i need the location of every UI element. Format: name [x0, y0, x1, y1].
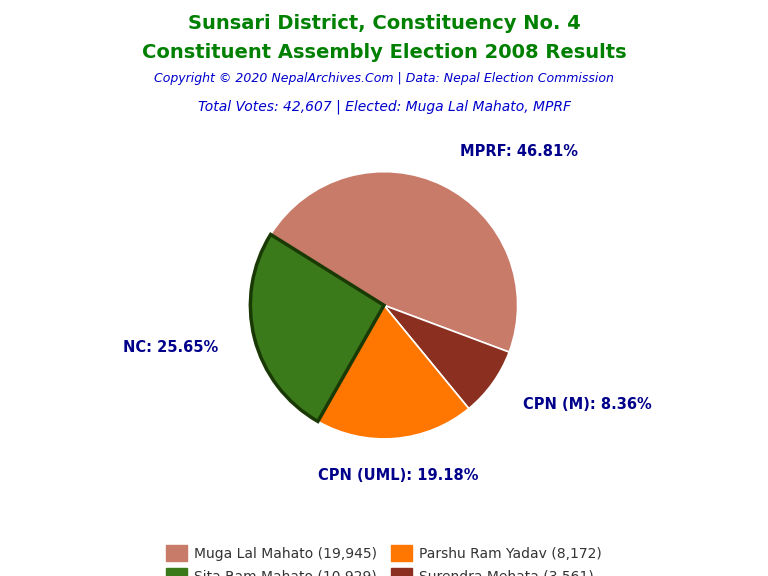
- Text: CPN (M): 8.36%: CPN (M): 8.36%: [523, 397, 652, 412]
- Wedge shape: [318, 305, 468, 439]
- Text: CPN (UML): 19.18%: CPN (UML): 19.18%: [318, 468, 478, 483]
- Text: Constituent Assembly Election 2008 Results: Constituent Assembly Election 2008 Resul…: [141, 43, 627, 62]
- Text: MPRF: 46.81%: MPRF: 46.81%: [460, 145, 578, 160]
- Text: NC: 25.65%: NC: 25.65%: [123, 340, 218, 355]
- Wedge shape: [270, 172, 518, 352]
- Text: Total Votes: 42,607 | Elected: Muga Lal Mahato, MPRF: Total Votes: 42,607 | Elected: Muga Lal …: [197, 99, 571, 113]
- Legend: Muga Lal Mahato (19,945), Sita Ram Mahato (10,929), Parshu Ram Yadav (8,172), Su: Muga Lal Mahato (19,945), Sita Ram Mahat…: [160, 537, 608, 576]
- Wedge shape: [384, 305, 509, 408]
- Wedge shape: [250, 234, 384, 422]
- Text: Copyright © 2020 NepalArchives.Com | Data: Nepal Election Commission: Copyright © 2020 NepalArchives.Com | Dat…: [154, 72, 614, 85]
- Text: Sunsari District, Constituency No. 4: Sunsari District, Constituency No. 4: [187, 14, 581, 33]
